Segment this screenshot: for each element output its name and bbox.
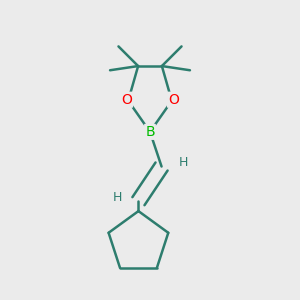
Text: H: H	[112, 191, 122, 204]
Text: H: H	[178, 156, 188, 169]
Text: O: O	[121, 93, 132, 107]
Text: O: O	[168, 93, 179, 107]
Text: B: B	[145, 125, 155, 139]
